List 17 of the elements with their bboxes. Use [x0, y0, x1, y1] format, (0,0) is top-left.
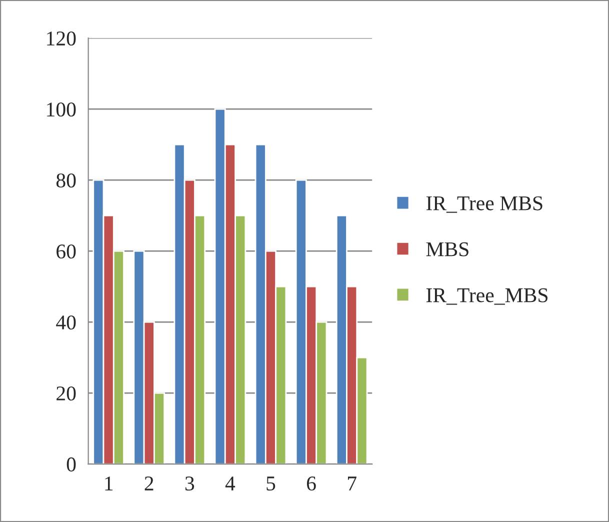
y-tick-label: 120: [47, 31, 76, 46]
x-tick-label: 4: [225, 476, 236, 490]
y-tick-label: 0: [66, 457, 76, 472]
x-tick-label: 5: [266, 476, 276, 491]
y-tick-label: 60: [56, 244, 76, 259]
x-tick-label: 6: [306, 476, 316, 491]
y-tick-label: 100: [47, 102, 76, 117]
y-tick-label: 80: [56, 173, 76, 188]
legend-label: IR_Tree MBS: [426, 196, 542, 213]
x-tick-label: 7: [348, 476, 356, 490]
legend-label: MBS: [426, 242, 468, 256]
x-tick-label: 1: [105, 476, 113, 490]
x-tick-label: 3: [185, 476, 194, 491]
x-tick-label: 2: [144, 476, 154, 490]
legend-label: IR_Tree_MBS: [426, 288, 548, 305]
y-tick-label: 20: [56, 386, 76, 400]
y-tick-label: 40: [56, 315, 76, 330]
